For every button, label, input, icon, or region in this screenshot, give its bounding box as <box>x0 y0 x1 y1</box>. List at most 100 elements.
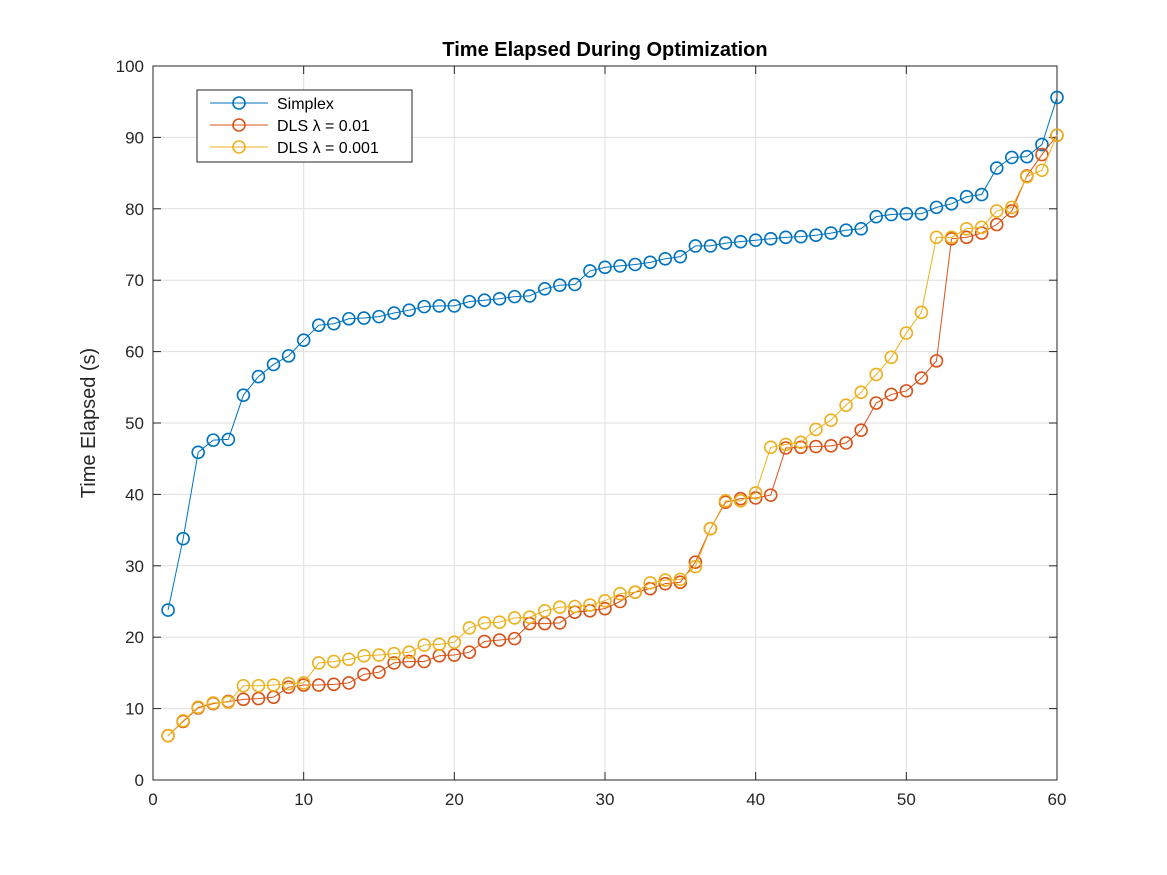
data-point <box>1050 128 1064 143</box>
data-point <box>251 691 266 706</box>
data-point <box>296 333 311 347</box>
data-point <box>221 432 236 447</box>
x-tick-label: 0 <box>148 790 157 809</box>
data-point <box>869 209 884 224</box>
data-point <box>537 616 552 631</box>
data-point <box>899 384 914 398</box>
axis-ticks: 0 10 20 30 40 50 60 0 10 20 30 40 50 60 70 80 90 100 <box>116 57 1067 809</box>
data-point <box>718 494 733 508</box>
data-point <box>703 521 718 536</box>
data-point <box>643 255 658 270</box>
legend-marker <box>232 140 246 154</box>
data-point <box>281 676 296 691</box>
data-point <box>794 440 808 455</box>
legend-label: Simplex <box>277 96 334 113</box>
data-point <box>176 713 190 728</box>
data-point <box>462 294 477 309</box>
data-point <box>537 281 552 296</box>
data-point <box>688 559 703 574</box>
data-point <box>1050 90 1064 105</box>
data-point <box>417 654 432 669</box>
y-tick-label: 90 <box>125 128 144 147</box>
y-tick-label: 40 <box>125 485 144 504</box>
data-point <box>598 601 612 616</box>
data-point <box>884 350 899 365</box>
data-point <box>959 230 974 245</box>
data-point <box>357 667 371 682</box>
y-axis-title: Time Elapsed (s) <box>78 348 100 498</box>
data-point <box>974 220 989 235</box>
data-point <box>613 259 627 273</box>
data-point <box>989 161 1004 175</box>
data-point <box>824 439 838 453</box>
data-point <box>839 223 853 238</box>
data-point <box>477 293 492 307</box>
y-tick-label: 80 <box>125 200 144 219</box>
data-point <box>854 221 868 236</box>
series-3 <box>161 128 1064 743</box>
x-tick-label: 30 <box>596 790 615 809</box>
data-point <box>854 385 868 400</box>
data-point <box>1004 150 1019 165</box>
data-point <box>326 677 341 692</box>
data-point <box>854 423 868 437</box>
data-point <box>929 354 944 368</box>
data-point <box>929 200 944 215</box>
data-point <box>281 349 296 363</box>
data-point <box>1020 149 1034 164</box>
data-point <box>1004 204 1019 218</box>
data-point <box>462 621 477 635</box>
data-point <box>372 665 386 679</box>
data-point <box>236 388 251 402</box>
data-point <box>372 648 386 662</box>
data-point <box>778 437 793 452</box>
data-point <box>447 299 462 313</box>
legend-label: DLS λ = 0.001 <box>277 140 379 157</box>
data-point <box>191 700 205 714</box>
data-point <box>688 239 703 253</box>
data-point <box>402 303 416 317</box>
data-point <box>974 187 989 202</box>
data-point <box>658 251 673 266</box>
data-point <box>447 635 462 649</box>
data-point <box>628 257 642 272</box>
data-point <box>839 436 853 450</box>
x-tick-label: 20 <box>445 790 464 809</box>
x-tick-label: 50 <box>897 790 916 809</box>
y-tick-label: 30 <box>125 557 144 576</box>
data-point <box>914 206 929 221</box>
data-point <box>809 228 823 243</box>
data-point <box>372 309 386 324</box>
data-point <box>552 278 567 292</box>
data-point <box>311 656 326 670</box>
data-point <box>492 615 507 630</box>
data-point <box>281 680 296 694</box>
legend-item-3: DLS λ = 0.001 <box>210 140 379 157</box>
data-point <box>703 239 718 253</box>
series-1 <box>161 90 1064 617</box>
data-point <box>387 656 401 670</box>
data-point <box>221 695 236 709</box>
data-point <box>1020 169 1034 184</box>
data-point <box>462 645 477 659</box>
data-point <box>824 413 838 427</box>
data-point <box>869 396 884 410</box>
data-point <box>266 678 281 692</box>
data-point <box>507 631 522 646</box>
data-point <box>613 586 627 601</box>
data-point <box>748 233 763 248</box>
data-point <box>688 555 703 570</box>
data-point <box>809 439 823 454</box>
y-tick-label: 60 <box>125 343 144 362</box>
data-point <box>311 318 326 332</box>
data-point <box>718 236 733 250</box>
series-layer <box>161 90 1064 743</box>
data-point <box>342 676 356 690</box>
data-point <box>869 367 884 382</box>
data-point <box>417 299 432 314</box>
data-point <box>311 678 326 692</box>
data-point <box>191 445 205 460</box>
data-point <box>658 573 673 587</box>
y-tick-label: 0 <box>135 771 144 790</box>
data-point <box>552 600 567 615</box>
